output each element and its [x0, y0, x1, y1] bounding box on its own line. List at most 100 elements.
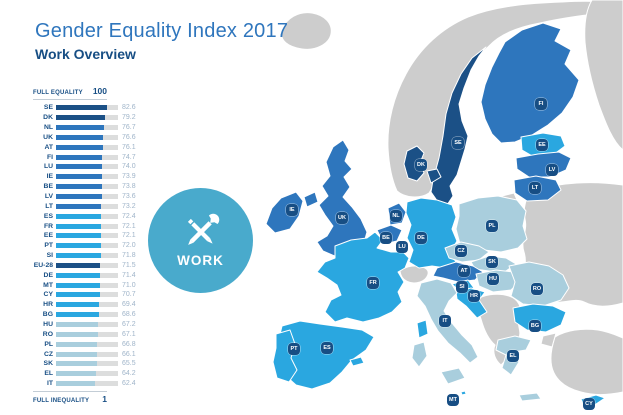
- bar-track: [56, 321, 118, 327]
- bar-track: [56, 115, 118, 121]
- full-inequality-label: FULL INEQUALITY: [33, 398, 90, 405]
- bar-track: [56, 262, 118, 268]
- chart-row: CZ 66.1: [21, 349, 181, 359]
- country-code: BG: [42, 311, 53, 319]
- bar-value: 82.6: [122, 104, 136, 112]
- bar-value: 73.8: [122, 183, 136, 191]
- bar-track: [56, 233, 118, 239]
- map-country-crete: [518, 392, 542, 402]
- chart-row: FI 74.7: [21, 152, 181, 162]
- bar-value: 76.7: [122, 124, 136, 132]
- bar-fill: [56, 233, 101, 239]
- chart-row: HR 69.4: [21, 300, 181, 310]
- bar-value: 76.1: [122, 143, 136, 151]
- chart-row: EL 64.2: [21, 369, 181, 379]
- bar-fill: [56, 262, 101, 268]
- bar-fill: [56, 194, 102, 200]
- bar-track: [56, 105, 118, 111]
- bar-value: 67.2: [122, 320, 136, 328]
- chart-row: IE 73.9: [21, 172, 181, 182]
- country-code: BE: [43, 183, 53, 191]
- bar-fill: [56, 253, 101, 259]
- bar-fill: [56, 144, 104, 150]
- bar-fill: [56, 371, 96, 377]
- bar-fill: [56, 125, 104, 131]
- bar-fill: [56, 282, 101, 288]
- country-code: PL: [44, 340, 53, 348]
- map-country-sicily: [440, 367, 466, 385]
- bar-track: [56, 134, 118, 140]
- chart-rows: SE 82.6 DK 79.2 NL 76.7 UK 76.6 AT 76.1 FI 74.7 LU 74…: [21, 103, 181, 388]
- page-subtitle: Work Overview: [35, 46, 136, 62]
- chart-row: HU 67.2: [21, 320, 181, 330]
- bar-track: [56, 253, 118, 259]
- bar-track: [56, 243, 118, 249]
- chart-row: LU 74.0: [21, 162, 181, 172]
- map-country-france: [316, 231, 410, 323]
- scale-top: FULL EQUALITY 100: [33, 86, 107, 100]
- bar-value: 72.4: [122, 212, 136, 220]
- map-country-ireland: [265, 191, 304, 234]
- bar-value: 62.4: [122, 380, 136, 388]
- chart-row: SK 65.5: [21, 359, 181, 369]
- chart-row: AT 76.1: [21, 142, 181, 152]
- chart-row: PL 66.8: [21, 339, 181, 349]
- bar-track: [56, 154, 118, 160]
- bar-track: [56, 361, 118, 367]
- country-code: DE: [43, 271, 53, 279]
- chart-row: FR 72.1: [21, 221, 181, 231]
- bar-track: [56, 223, 118, 229]
- country-code: SE: [43, 104, 53, 112]
- country-code: RO: [42, 330, 53, 338]
- bar-value: 79.2: [122, 114, 136, 122]
- map-country-sardinia: [411, 341, 428, 368]
- bar-fill: [56, 213, 101, 219]
- chart-row: NL 76.7: [21, 123, 181, 133]
- map-country-luxembourg: [397, 240, 409, 252]
- bar-fill: [56, 361, 97, 367]
- country-code: HU: [43, 320, 53, 328]
- country-code: CZ: [43, 350, 53, 358]
- bar-fill: [56, 174, 102, 180]
- work-domain-badge: WORK: [148, 188, 253, 293]
- bar-fill: [56, 321, 98, 327]
- chart-row: LV 73.6: [21, 192, 181, 202]
- bar-fill: [56, 105, 108, 111]
- map-country-sweden: [430, 46, 487, 206]
- country-code: SI: [46, 252, 53, 260]
- bar-value: 71.0: [122, 281, 136, 289]
- full-equality-label: FULL EQUALITY: [33, 90, 83, 96]
- bar-track: [56, 194, 118, 200]
- bar-value: 71.5: [122, 261, 136, 269]
- bar-value: 65.5: [122, 360, 136, 368]
- chart-row: MT 71.0: [21, 280, 181, 290]
- bar-value: 67.1: [122, 330, 136, 338]
- page-title: Gender Equality Index 2017: [35, 20, 289, 42]
- country-code: NL: [43, 124, 53, 132]
- country-code: LV: [44, 193, 53, 201]
- bar-fill: [56, 203, 102, 209]
- bar-track: [56, 203, 118, 209]
- country-code: FR: [43, 222, 53, 230]
- bar-track: [56, 184, 118, 190]
- map-country-bulgaria: [512, 303, 567, 333]
- bar-fill: [56, 302, 100, 308]
- country-code: CY: [43, 291, 53, 299]
- map-country-malta: [460, 390, 467, 396]
- bar-track: [56, 164, 118, 170]
- bar-track: [56, 272, 118, 278]
- country-code: LU: [43, 163, 53, 171]
- scale-bottom: FULL INEQUALITY 1: [33, 391, 107, 404]
- bar-fill: [56, 184, 102, 190]
- map-country-finland: [480, 22, 580, 144]
- work-label: WORK: [177, 253, 224, 268]
- bar-fill: [56, 351, 97, 357]
- map-country-northern-ireland: [303, 191, 319, 208]
- title-block: Gender Equality Index 2017 Work Overview: [35, 20, 288, 62]
- bar-value: 70.7: [122, 291, 136, 299]
- bar-fill: [56, 115, 106, 121]
- bar-fill: [56, 381, 95, 387]
- country-code: IE: [46, 173, 53, 181]
- country-code: ES: [43, 212, 53, 220]
- map-country-turkey-european: [540, 332, 557, 348]
